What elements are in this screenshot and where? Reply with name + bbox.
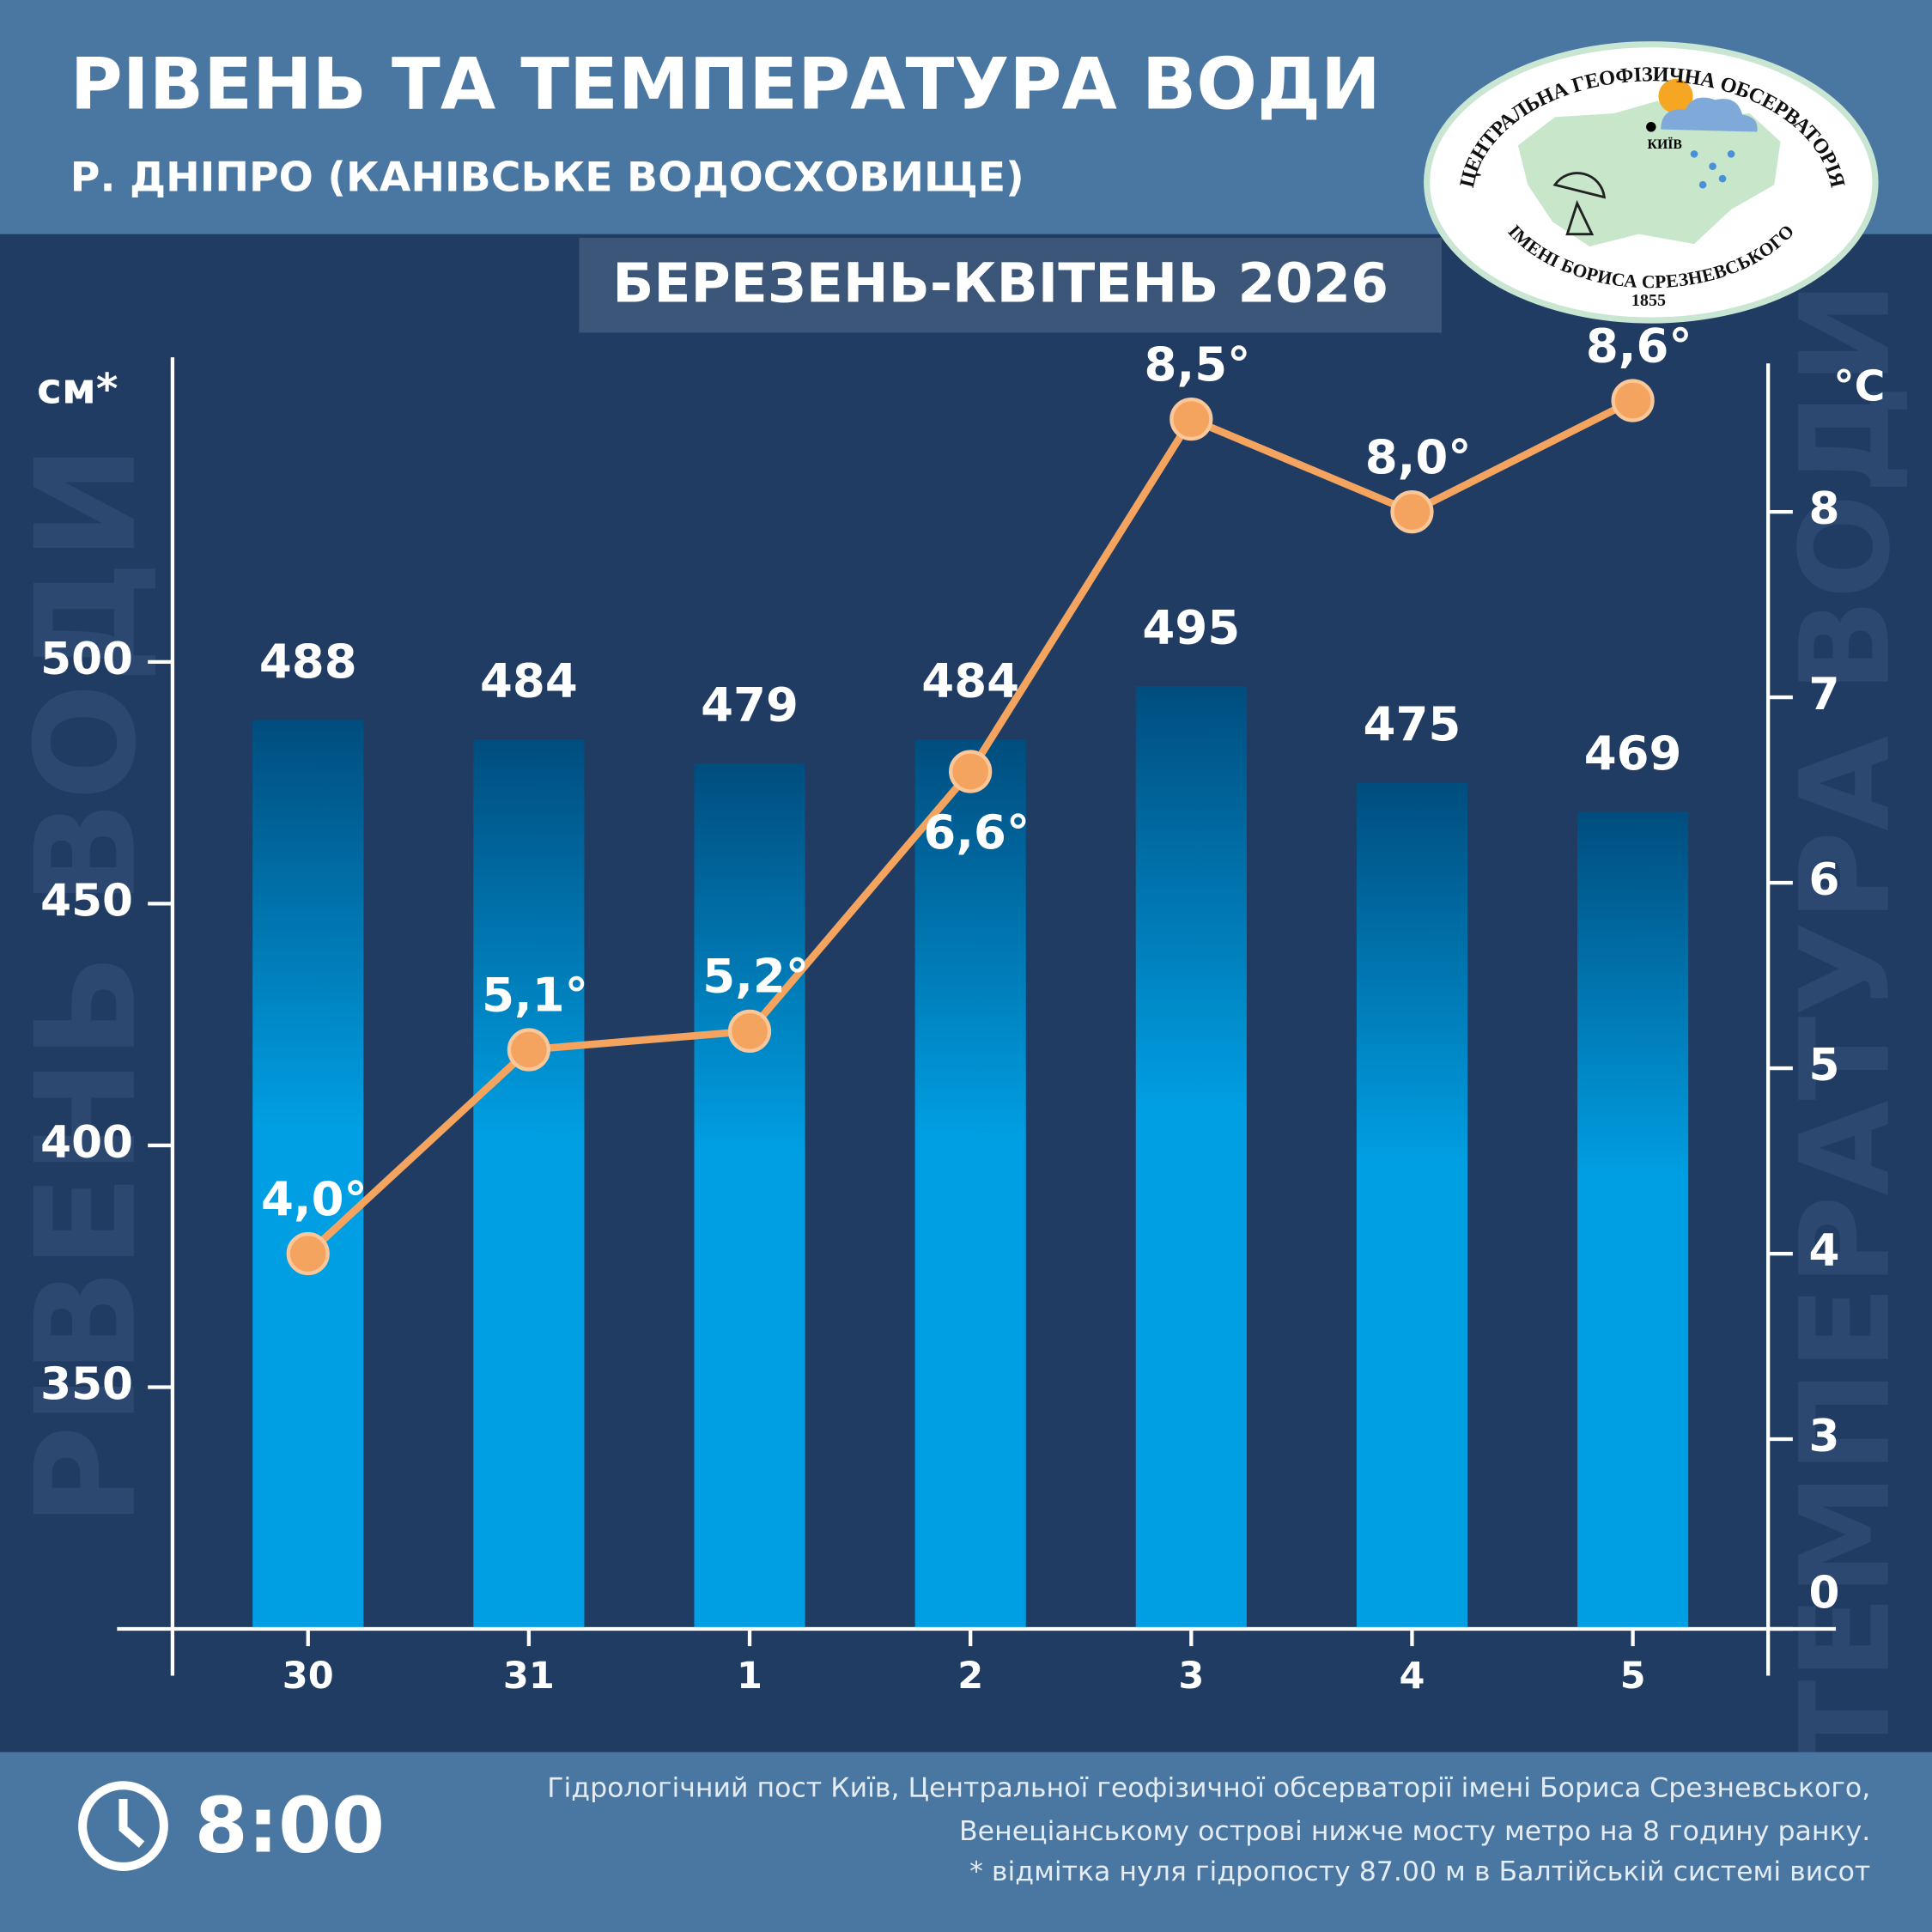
y2-axis-label: °C — [1833, 361, 1885, 410]
y-tick-label: 400 — [40, 1117, 133, 1169]
footnote: Венеціанському острові нижче мосту метро… — [959, 1816, 1870, 1847]
y2-tick-label: 4 — [1809, 1225, 1840, 1277]
temperature-label: 5,2° — [702, 949, 809, 1004]
bar — [1356, 782, 1468, 1630]
x-tick-label: 31 — [503, 1655, 555, 1698]
bar-value-label: 495 — [1142, 600, 1240, 655]
x-tick-label: 30 — [283, 1655, 334, 1698]
logo-dish — [1552, 172, 1606, 236]
logo-cloud — [1661, 97, 1758, 132]
y2-tick-label: 6 — [1809, 854, 1840, 906]
y2-tick-label: 3 — [1809, 1411, 1840, 1462]
y2-tick-label: 5 — [1809, 1040, 1840, 1091]
y-axis-label: см* — [37, 364, 118, 413]
temperature-label: 6,6° — [923, 805, 1030, 860]
temperature-label: 8,6° — [1586, 318, 1692, 373]
footnote: * відмітка нуля гідропосту 87.00 м в Бал… — [969, 1856, 1870, 1887]
bar — [694, 763, 805, 1630]
temperature-label: 5,1° — [482, 967, 588, 1022]
bar-value-label: 488 — [259, 634, 357, 689]
logo: КИЇВ ЦЕНТРАЛЬНА ГЕОФІЗИЧНА ОБСЕРВАТОРІЯ … — [1424, 41, 1879, 324]
logo-city-dot — [1646, 122, 1656, 132]
x-tick-label: 1 — [737, 1655, 762, 1698]
temperature-label: 8,5° — [1145, 337, 1251, 392]
y-tick-label: 500 — [40, 634, 133, 685]
title: РІВЕНЬ ТА ТЕМПЕРАТУРА ВОДИ — [70, 42, 1381, 125]
x-tick-label: 2 — [957, 1655, 983, 1698]
logo-map — [1517, 100, 1781, 246]
temperature-point — [727, 1009, 772, 1053]
bar — [473, 738, 585, 1630]
y2-tick-label: 8 — [1809, 483, 1840, 535]
x-tick-label: 5 — [1620, 1655, 1646, 1698]
period: БЕРЕЗЕНЬ-КВІТЕНЬ 2026 — [612, 251, 1388, 314]
temperature-label: 8,0° — [1365, 429, 1472, 484]
bar-value-label: 475 — [1364, 696, 1461, 751]
bar-value-label: 484 — [480, 653, 578, 708]
bar-value-label: 469 — [1584, 726, 1682, 781]
period-band — [579, 237, 1442, 333]
y-tick-label: 450 — [40, 875, 133, 927]
temperature-point — [1390, 489, 1434, 534]
bar — [1577, 811, 1689, 1630]
bar — [914, 738, 1026, 1630]
x-tick-label: 4 — [1399, 1655, 1425, 1698]
y2-watermark: ТЕМПЕРАТУРА ВОДИ — [1774, 282, 1917, 1765]
temperature-point — [507, 1028, 550, 1072]
logo-sun — [1658, 78, 1693, 114]
temperature-point — [1611, 379, 1655, 422]
y-watermark: РІВЕНЬ ВОДИ — [6, 445, 167, 1527]
subtitle: Р. ДНІПРО (КАНІВСЬКЕ ВОДОСХОВИЩЕ) — [70, 155, 1024, 202]
footer-band — [0, 1752, 1932, 1932]
footnote: Гідрологічний пост Київ, Центральної гео… — [547, 1773, 1870, 1804]
logo-city: КИЇВ — [1648, 137, 1683, 152]
temperature-point — [949, 750, 993, 793]
temperature-point — [1170, 397, 1213, 441]
y2-tick-label: 0 — [1809, 1567, 1840, 1619]
bar — [1135, 686, 1247, 1630]
time: 8:00 — [195, 1781, 385, 1870]
temperature-point — [286, 1231, 330, 1276]
x-tick-label: 3 — [1178, 1655, 1204, 1698]
temperature-label: 4,0° — [261, 1171, 368, 1226]
logo-year: 1855 — [1631, 291, 1666, 310]
logo-drops — [1690, 150, 1735, 189]
bar-value-label: 479 — [701, 677, 799, 732]
bar-value-label: 484 — [921, 653, 1019, 708]
y-tick-label: 350 — [40, 1358, 133, 1410]
clock-icon — [78, 1781, 168, 1871]
y2-tick-label: 7 — [1809, 669, 1840, 720]
bar — [252, 720, 364, 1630]
